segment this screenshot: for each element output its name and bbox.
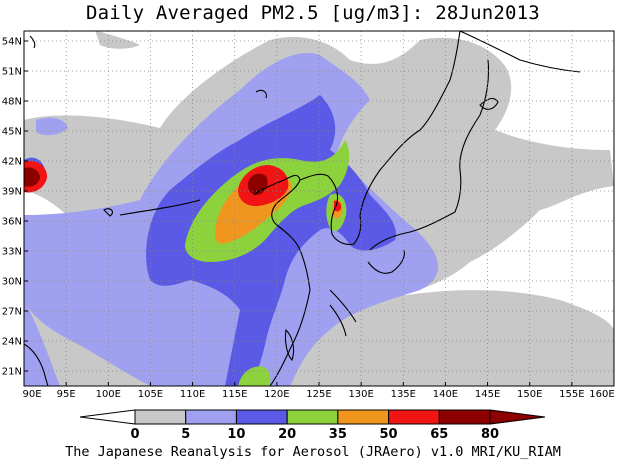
tick-label-lat-21N: 21N [2,367,22,378]
latitude-axis: 21N 24N 27N 30N 33N 36N 39N 42N 45N 48N 51N 54N [2,37,28,378]
colorbar-over-arrow [489,409,546,425]
colorbar-level-label: 80 [481,427,499,442]
tick-label-lat-36N: 36N [2,217,22,228]
tick-label-lon-150E: 150E [517,389,542,400]
map-title: Daily Averaged PM2.5 [ug/m3]: 28Jun2013 [86,2,540,24]
colorbar-swatch [235,409,288,425]
colorbar-swatch [286,409,339,425]
tick-label-lon-100E: 100E [96,389,121,400]
tick-label-lat-24N: 24N [2,337,22,348]
tick-label-lon-105E: 105E [138,389,163,400]
tick-label-lat-30N: 30N [2,277,22,288]
colorbar-under-arrow [79,409,136,425]
tick-label-lon-115E: 115E [222,389,247,400]
tick-label-lon-135E: 135E [391,389,416,400]
tick-label-lat-51N: 51N [2,67,22,78]
colorbar-swatches [79,409,546,425]
tick-label-lat-54N: 54N [2,37,22,48]
colorbar-swatch [185,409,237,425]
tick-label-lon-120E: 120E [264,389,289,400]
colorbar-swatch [388,409,440,425]
colorbar-swatch [438,409,491,425]
colorbar-level-label: 65 [430,427,448,442]
tick-label-lat-42N: 42N [2,157,22,168]
colorbar-swatch [337,409,390,425]
tick-label-lon-130E: 130E [348,389,373,400]
longitude-axis: 90E 95E 100E 105E 110E 115E 120E 125E 130E 135E 14… [22,382,615,400]
colorbar-level-label: 10 [227,427,245,442]
tick-label-lon-110E: 110E [180,389,205,400]
footer-credit: The Japanese Reanalysis for Aerosol (JRA… [65,444,561,460]
tick-label-lon-145E: 145E [475,389,500,400]
tick-label-lon-155E: 155E [559,389,584,400]
tick-label-lon-90E: 90E [22,389,41,400]
colorbar-level-label: 5 [181,427,190,442]
colorbar-level-label: 20 [278,427,296,442]
tick-label-lon-95E: 95E [57,389,76,400]
colorbar-swatch [134,409,187,425]
tick-label-lat-39N: 39N [2,187,22,198]
colorbar-level-label: 0 [130,427,139,442]
tick-label-lat-45N: 45N [2,127,22,138]
pm25-contours [24,31,614,386]
tick-label-lat-33N: 33N [2,247,22,258]
colorbar-labels: 0 5 10 20 35 50 65 80 [130,427,499,442]
colorbar-level-label: 50 [380,427,398,442]
tick-label-lon-140E: 140E [433,389,458,400]
tick-label-lat-27N: 27N [2,307,22,318]
tick-label-lon-125E: 125E [306,389,331,400]
tick-label-lon-160E: 160E [589,389,614,400]
coastline [24,31,581,386]
colorbar-level-label: 35 [329,427,347,442]
tick-label-lat-48N: 48N [2,97,22,108]
